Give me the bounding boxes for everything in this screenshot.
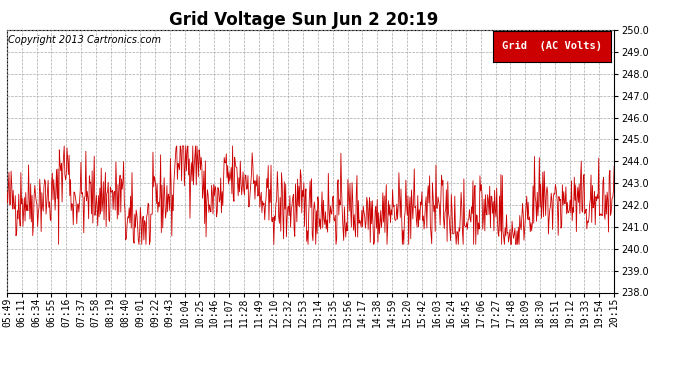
- Text: Copyright 2013 Cartronics.com: Copyright 2013 Cartronics.com: [8, 35, 161, 45]
- Text: Grid Voltage Sun Jun 2 20:19: Grid Voltage Sun Jun 2 20:19: [169, 11, 438, 29]
